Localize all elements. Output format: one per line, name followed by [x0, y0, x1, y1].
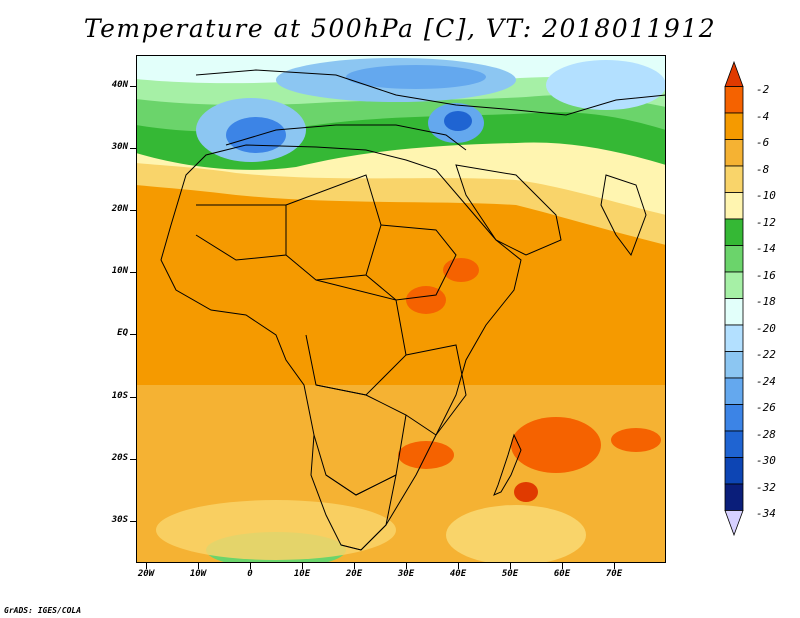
border-south-africa	[325, 474, 397, 551]
x-tick-label: 20W	[137, 569, 155, 579]
x-tick-label: 40E	[449, 569, 467, 579]
x-tickmark	[458, 563, 459, 569]
continent-outlines	[160, 69, 666, 551]
colorbar-label: -26	[756, 401, 776, 414]
colorbar-swatch	[724, 271, 744, 299]
border-central-africa	[305, 279, 407, 396]
colorbar-label: -2	[756, 83, 770, 96]
y-tickmark	[130, 148, 136, 149]
y-tickmark	[130, 521, 136, 522]
arabian-peninsula-outline	[455, 164, 562, 256]
colorbar-label: -32	[756, 481, 776, 494]
x-tickmark	[354, 563, 355, 569]
x-tickmark	[614, 563, 615, 569]
credit-text: GrADS: IGES/COLA	[4, 606, 82, 615]
y-tick-label: 20S	[111, 453, 128, 463]
y-tick-label: 20N	[111, 204, 128, 214]
colorbar-label: -8	[756, 163, 770, 176]
colorbar-swatch	[724, 351, 744, 379]
colorbar-swatch	[724, 430, 744, 458]
cold-pool-north-center-core	[346, 65, 486, 89]
x-tick-label: 20E	[345, 569, 363, 579]
border-sahara-central	[285, 174, 382, 281]
x-tick-label: 0	[247, 569, 253, 579]
colorbar-label: -34	[756, 507, 776, 520]
y-tickmark	[130, 86, 136, 87]
y-tick-label: 10N	[111, 266, 128, 276]
y-tick-label: 30S	[111, 515, 128, 525]
cool-patch-south-yellow	[156, 500, 396, 560]
colorbar-swatch	[724, 457, 744, 485]
africa-coastline	[160, 144, 522, 551]
europe-outline	[195, 69, 666, 116]
colorbar-swatch	[724, 298, 744, 326]
madagascar-outline	[493, 433, 522, 496]
colorbar-label: -10	[756, 189, 776, 202]
cool-patch-southeast	[446, 505, 586, 563]
colorbar	[724, 60, 744, 537]
y-tick-label: 40N	[111, 80, 128, 90]
colorbar-label: -20	[756, 322, 776, 335]
x-tickmark	[562, 563, 563, 569]
y-tick-label: EQ	[117, 328, 128, 338]
y-tickmark	[130, 334, 136, 335]
x-tickmark	[302, 563, 303, 569]
colorbar-label: -30	[756, 454, 776, 467]
x-tick-label: 30E	[397, 569, 415, 579]
india-outline	[600, 174, 647, 257]
colorbar-label: -16	[756, 269, 776, 282]
colorbar-label: -24	[756, 375, 776, 388]
warm-core-indian-ocean	[514, 482, 538, 502]
colorbar-label: -4	[756, 110, 770, 123]
x-tick-label: 50E	[501, 569, 519, 579]
colorbar-label: -22	[756, 348, 776, 361]
cold-pool-northwest-core	[226, 117, 286, 153]
y-tickmark	[130, 272, 136, 273]
mediterranean-coast	[225, 124, 467, 151]
cold-pool-east-mediterranean-core	[444, 111, 472, 131]
warm-patch-east-africa	[406, 286, 446, 314]
colorbar-swatch	[724, 86, 744, 114]
x-tick-label: 10E	[293, 569, 311, 579]
x-tickmark	[198, 563, 199, 569]
x-tickmark	[510, 563, 511, 569]
y-tickmark	[130, 210, 136, 211]
colorbar-arrow-top	[724, 60, 744, 87]
colorbar-swatch	[724, 112, 744, 140]
y-tickmark	[130, 459, 136, 460]
colorbar-swatch	[724, 165, 744, 193]
colorbar-label: -14	[756, 242, 776, 255]
colorbar-swatch	[724, 404, 744, 432]
colorbar-arrow-bottom	[724, 510, 744, 537]
colorbar-swatch	[724, 377, 744, 405]
warm-patch-indian-ocean	[511, 417, 601, 473]
x-tickmark	[250, 563, 251, 569]
y-tick-label: 30N	[111, 142, 128, 152]
y-tickmark	[130, 397, 136, 398]
x-tickmark	[146, 563, 147, 569]
chart-title: Temperature at 500hPa [C], VT: 201801191…	[83, 14, 717, 43]
map-frame	[136, 55, 666, 563]
colorbar-swatch	[724, 192, 744, 220]
border-sahara-east	[365, 224, 457, 301]
colorbar-label: -6	[756, 136, 770, 149]
x-tick-label: 10W	[189, 569, 207, 579]
colorbar-swatch	[724, 245, 744, 273]
x-tickmark	[406, 563, 407, 569]
border-east-africa	[405, 344, 467, 436]
colorbar-label: -28	[756, 428, 776, 441]
colorbar-swatch	[724, 218, 744, 246]
x-tick-label: 70E	[605, 569, 623, 579]
y-tick-label: 10S	[111, 391, 128, 401]
colorbar-swatch	[724, 324, 744, 352]
colorbar-swatch	[724, 483, 744, 511]
x-tick-label: 60E	[553, 569, 571, 579]
colorbar-swatch	[724, 139, 744, 167]
temperature-field-map	[136, 55, 666, 563]
colorbar-label: -18	[756, 295, 776, 308]
warm-patch-far-east	[611, 428, 661, 452]
colorbar-label: -12	[756, 216, 776, 229]
